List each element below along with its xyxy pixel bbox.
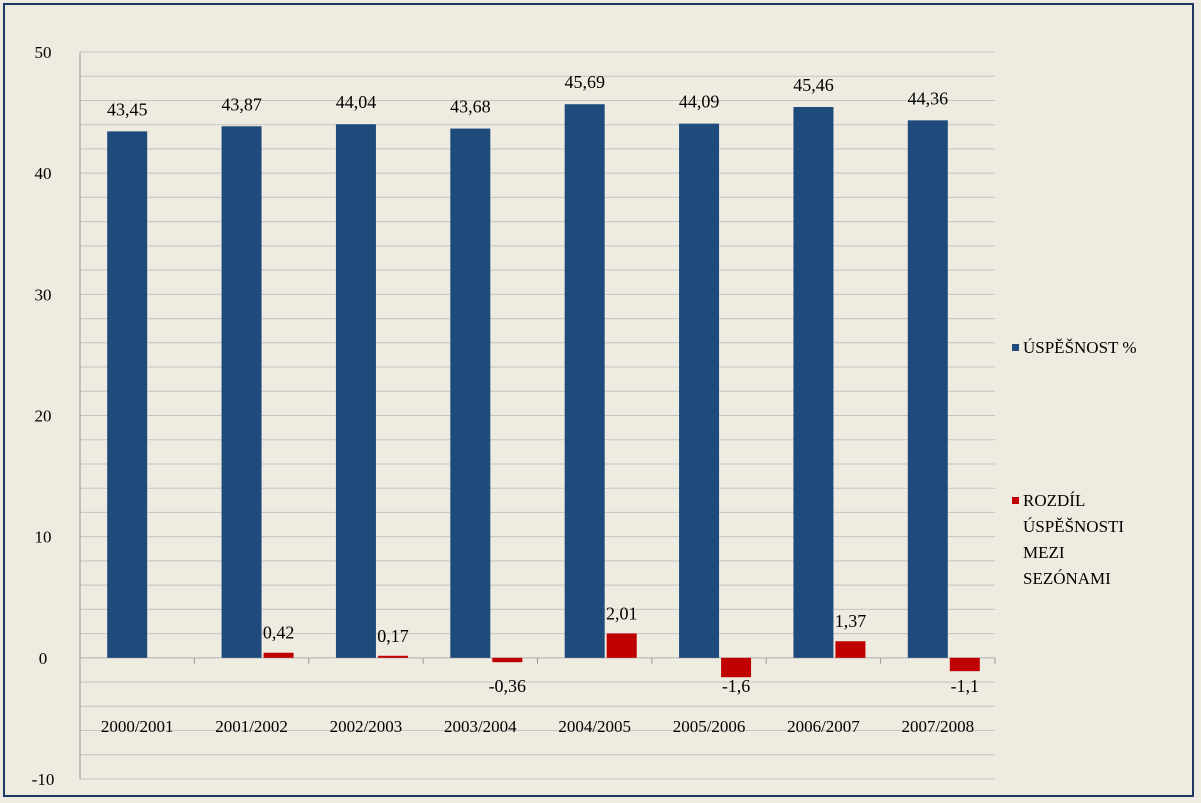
y-tick-label: 50: [35, 43, 52, 62]
legend-swatch-rozdil: [1012, 497, 1019, 504]
data-label-uspesnost: 45,46: [793, 75, 834, 95]
bar-uspesnost: [221, 126, 262, 658]
y-tick-label: 0: [39, 649, 48, 668]
bar-uspesnost: [907, 120, 948, 658]
bar-uspesnost: [793, 107, 834, 658]
bar-rozdil: [721, 657, 752, 678]
data-label-rozdil: -1,6: [722, 676, 751, 696]
legend-label-rozdil-line: MEZI: [1023, 543, 1065, 562]
bar-rozdil: [606, 633, 637, 658]
data-label-rozdil: 1,37: [835, 611, 867, 631]
y-tick-label: 40: [35, 164, 52, 183]
x-category-label: 2005/2006: [673, 717, 746, 736]
data-label-uspesnost: 43,87: [221, 94, 262, 114]
x-category-label: 2000/2001: [101, 717, 174, 736]
chart-frame: -10 0 10 20 30 40 50 43,45 2000/2001 43,87 0,42 200…: [3, 3, 1194, 797]
y-tick-label: 20: [35, 407, 52, 426]
x-category-label: 2007/2008: [901, 717, 974, 736]
legend-label-rozdil-line: ÚSPĚŠNOSTI: [1023, 517, 1124, 536]
x-category-label: 2006/2007: [787, 717, 860, 736]
legend-swatch-uspesnost: [1012, 344, 1019, 351]
x-category-label: 2004/2005: [558, 717, 631, 736]
data-label-uspesnost: 43,68: [450, 97, 491, 117]
x-category-label: 2002/2003: [330, 717, 403, 736]
bar-uspesnost: [335, 124, 376, 658]
bar-rozdil: [263, 652, 294, 658]
data-label-uspesnost: 44,36: [908, 88, 949, 108]
bar-uspesnost: [679, 123, 720, 658]
legend-label-rozdil-line: SEZÓNAMI: [1023, 569, 1111, 588]
data-label-uspesnost: 44,09: [679, 92, 720, 112]
bar-uspesnost: [450, 128, 491, 658]
bar-rozdil: [492, 657, 523, 663]
bar-uspesnost: [107, 131, 148, 658]
y-tick-label: 30: [35, 285, 52, 304]
bar-rozdil: [949, 657, 980, 672]
data-label-rozdil: 0,42: [263, 623, 295, 643]
x-category-label: 2001/2002: [215, 717, 288, 736]
legend-label-uspesnost: ÚSPĚŠNOST %: [1023, 338, 1137, 357]
data-label-uspesnost: 43,45: [107, 99, 148, 119]
data-label-rozdil: -0,36: [489, 676, 527, 696]
bar-uspesnost: [564, 104, 605, 658]
legend-label-rozdil-line: ROZDÍL: [1023, 491, 1085, 510]
y-tick-label: 10: [35, 528, 52, 547]
bar-chart: -10 0 10 20 30 40 50 43,45 2000/2001 43,87 0,42 200…: [32, 43, 1137, 789]
data-label-uspesnost: 44,04: [336, 92, 377, 112]
data-label-rozdil: -1,1: [951, 676, 980, 696]
bar-rozdil: [835, 641, 866, 658]
y-tick-label: -10: [32, 770, 55, 789]
x-category-label: 2003/2004: [444, 717, 517, 736]
data-label-rozdil: 2,01: [606, 603, 638, 623]
data-label-uspesnost: 45,69: [564, 72, 605, 92]
data-label-rozdil: 0,17: [377, 626, 409, 646]
bar-rozdil: [377, 655, 408, 658]
